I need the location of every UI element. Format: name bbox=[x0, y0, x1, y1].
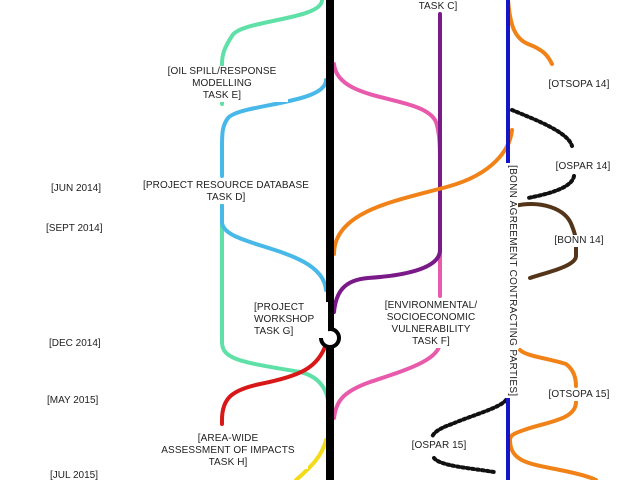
orange-otsopa15-line bbox=[508, 348, 578, 442]
oil-spill-line bbox=[220, 0, 330, 402]
task-h-label: [AREA-WIDE ASSESSMENT OF IMPACTS TASK H] bbox=[148, 433, 308, 469]
ospar14-dotted-line bbox=[510, 108, 576, 200]
otsopa-15-label: [OTSOPA 15] bbox=[544, 389, 614, 401]
orange-otsopa14-line bbox=[506, 0, 554, 66]
task-d-label: [PROJECT RESOURCE DATABASE TASK D] bbox=[140, 180, 312, 204]
bonn-14-label: [BONN 14] bbox=[548, 235, 610, 247]
ospar15-dotted-line bbox=[430, 398, 508, 474]
date-sept-2014: [SEPT 2014] bbox=[46, 223, 103, 234]
pink-line bbox=[332, 62, 442, 420]
date-jun-2014: [JUN 2014] bbox=[51, 183, 102, 194]
bonn-parties-label: [BONN AGREEMENT CONTRACTING PARTIES] bbox=[506, 163, 518, 399]
task-c-label: TASK C] bbox=[418, 1, 458, 12]
otsopa-14-label: [OTSOPA 14] bbox=[544, 79, 614, 91]
ospar-15-label: [OSPAR 15] bbox=[406, 440, 472, 452]
task-g-label: [PROJECT WORKSHOP TASK G] bbox=[252, 302, 328, 338]
purple-line bbox=[332, 12, 442, 314]
red-line bbox=[220, 342, 328, 426]
orange-lower-line bbox=[508, 438, 598, 480]
date-dec-2014: [DEC 2014] bbox=[49, 338, 101, 349]
task-e-label: [OIL SPILL/RESPONSE MODELLING TASK E] bbox=[156, 66, 288, 102]
date-jul-2015: [JUL 2015] bbox=[50, 470, 98, 480]
ospar-14-label: [OSPAR 14] bbox=[550, 161, 616, 173]
orange-cross-line bbox=[332, 128, 514, 256]
date-may-2015: [MAY 2015] bbox=[47, 395, 99, 406]
task-f-label: [ENVIRONMENTAL/ SOCIOECONOMIC VULNERABIL… bbox=[374, 300, 488, 348]
yellow-line bbox=[294, 438, 328, 480]
database-line bbox=[220, 78, 328, 292]
